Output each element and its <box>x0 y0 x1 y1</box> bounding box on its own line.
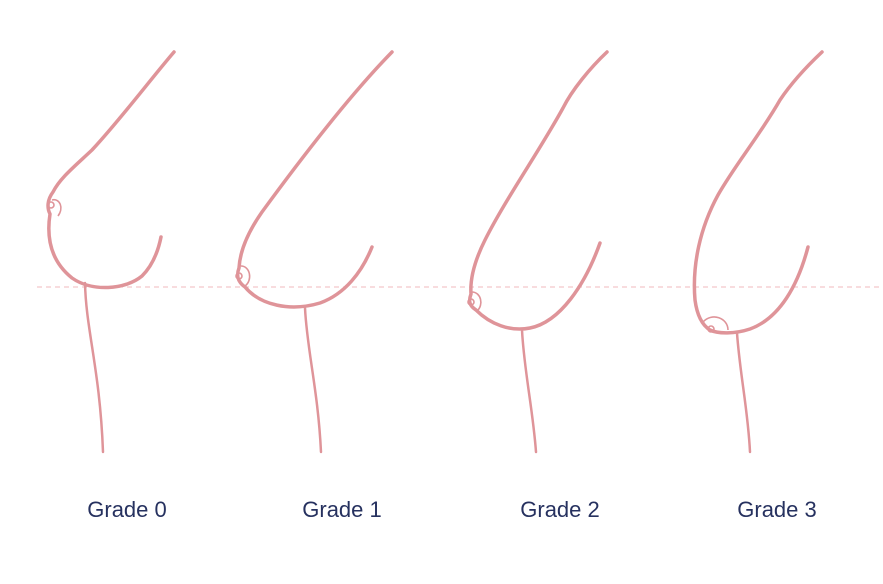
figure-grade-3 <box>692 50 824 454</box>
figure-grade-0 <box>46 50 176 454</box>
grade-label: Grade 1 <box>302 497 382 522</box>
grade-label: Grade 2 <box>520 497 600 522</box>
figure-grade-1 <box>235 50 394 454</box>
figure-grade-2 <box>467 50 609 454</box>
grade-label: Grade 3 <box>737 497 817 522</box>
grade-label: Grade 0 <box>87 497 167 522</box>
